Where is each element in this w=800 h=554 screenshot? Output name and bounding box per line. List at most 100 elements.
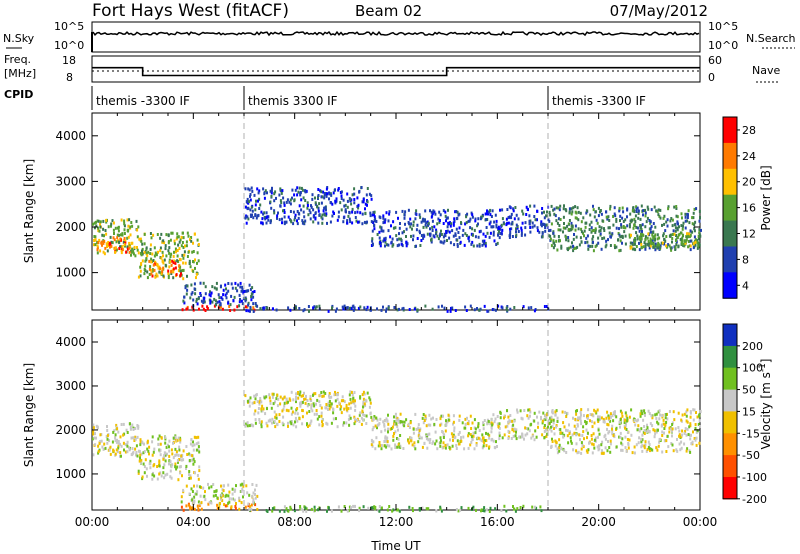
- echo-cell: [498, 437, 501, 441]
- echo-cell: [436, 234, 439, 238]
- echo-cell: [615, 415, 618, 419]
- echo-cell: [515, 233, 518, 237]
- echo-cell: [495, 219, 498, 223]
- echo-cell: [622, 220, 625, 223]
- echo-cell: [597, 214, 600, 218]
- echo-cell: [209, 290, 211, 294]
- echo-cell: [521, 434, 524, 438]
- echo-cell: [450, 222, 453, 226]
- echo-cell: [141, 475, 144, 479]
- echo-cell: [334, 390, 336, 394]
- echo-cell: [304, 190, 307, 194]
- echo-cell: [176, 235, 179, 239]
- echo-cell: [460, 439, 463, 443]
- echo-cell: [524, 226, 527, 230]
- echo-cell: [671, 240, 673, 244]
- echo-cell: [227, 501, 230, 505]
- echo-cell: [369, 211, 372, 215]
- echo-cell: [684, 215, 687, 219]
- echo-cell: [139, 461, 142, 465]
- echo-cell: [440, 233, 443, 236]
- echo-cell: [353, 422, 356, 426]
- echo-cell: [170, 263, 173, 267]
- echo-cell: [621, 216, 624, 220]
- echo-cell: [446, 216, 449, 220]
- echo-cell: [149, 466, 152, 470]
- echo-cell: [256, 494, 259, 498]
- echo-cell: [239, 298, 241, 301]
- echo-cell: [369, 308, 372, 312]
- echo-cell: [474, 217, 477, 221]
- echo-cell: [336, 425, 339, 429]
- echo-cell: [565, 451, 568, 454]
- echo-cell: [130, 221, 133, 224]
- echo-cell: [630, 233, 632, 237]
- echo-cell: [224, 293, 227, 297]
- echo-cell: [442, 222, 445, 225]
- echo-cell: [163, 463, 166, 467]
- echo-cell: [308, 208, 311, 212]
- echo-cell: [628, 225, 631, 229]
- echo-cell: [276, 393, 279, 397]
- echo-cell: [541, 235, 544, 239]
- echo-cell: [321, 195, 324, 199]
- echo-cell: [567, 228, 570, 231]
- echo-cell: [686, 427, 689, 431]
- echo-cell: [265, 395, 268, 399]
- echo-cell: [362, 402, 365, 406]
- echo-cell: [278, 218, 281, 222]
- echo-cell: [345, 421, 348, 425]
- echo-cell: [618, 227, 620, 231]
- echo-cell: [536, 218, 538, 222]
- echo-cell: [334, 200, 337, 204]
- echo-cell: [124, 239, 127, 243]
- echo-cell: [454, 232, 457, 236]
- echo-cell: [667, 205, 670, 209]
- echo-cell: [299, 193, 302, 197]
- echo-cell: [141, 247, 144, 251]
- echo-cell: [110, 244, 113, 248]
- echo-cell: [580, 220, 583, 224]
- echo-cell: [199, 494, 202, 498]
- echo-cell: [498, 227, 501, 231]
- echo-cell: [92, 222, 95, 226]
- echo-cell: [281, 221, 283, 225]
- echo-cell: [439, 234, 441, 238]
- echo-cell: [358, 420, 361, 423]
- echo-cell: [483, 304, 486, 308]
- echo-cell: [158, 464, 161, 468]
- echo-cell: [484, 244, 487, 248]
- echo-cell: [422, 217, 425, 221]
- echo-cell: [156, 477, 159, 481]
- echo-cell: [623, 230, 626, 234]
- echo-cell: [383, 424, 386, 428]
- echo-cell: [249, 198, 252, 202]
- echo-cell: [191, 506, 194, 510]
- echo-cell: [443, 232, 446, 236]
- echo-cell: [481, 433, 484, 437]
- echo-cell: [483, 242, 485, 246]
- echo-cell: [401, 209, 404, 213]
- echo-cell: [557, 206, 560, 210]
- echo-cell: [685, 449, 688, 453]
- echo-cell: [214, 493, 217, 497]
- echo-cell: [117, 440, 120, 443]
- echo-cell: [323, 213, 326, 217]
- echo-cell: [172, 436, 175, 440]
- echo-cell: [684, 239, 687, 243]
- echo-cell: [409, 225, 412, 229]
- frequency-panel: Freq. [MHz] 18 8 60 0 Nave: [4, 53, 780, 84]
- echo-cell: [403, 424, 406, 428]
- echo-cell: [694, 243, 697, 247]
- echo-cell: [439, 232, 442, 236]
- echo-cell: [515, 437, 518, 441]
- echo-cell: [304, 199, 307, 202]
- echo-cell: [134, 435, 137, 439]
- echo-cell: [637, 209, 640, 213]
- echo-cell: [692, 242, 695, 246]
- echo-cell: [544, 414, 547, 418]
- echo-cell: [499, 410, 502, 414]
- echo-cell: [563, 449, 566, 453]
- echo-cell: [152, 263, 155, 267]
- echo-cell: [478, 244, 481, 248]
